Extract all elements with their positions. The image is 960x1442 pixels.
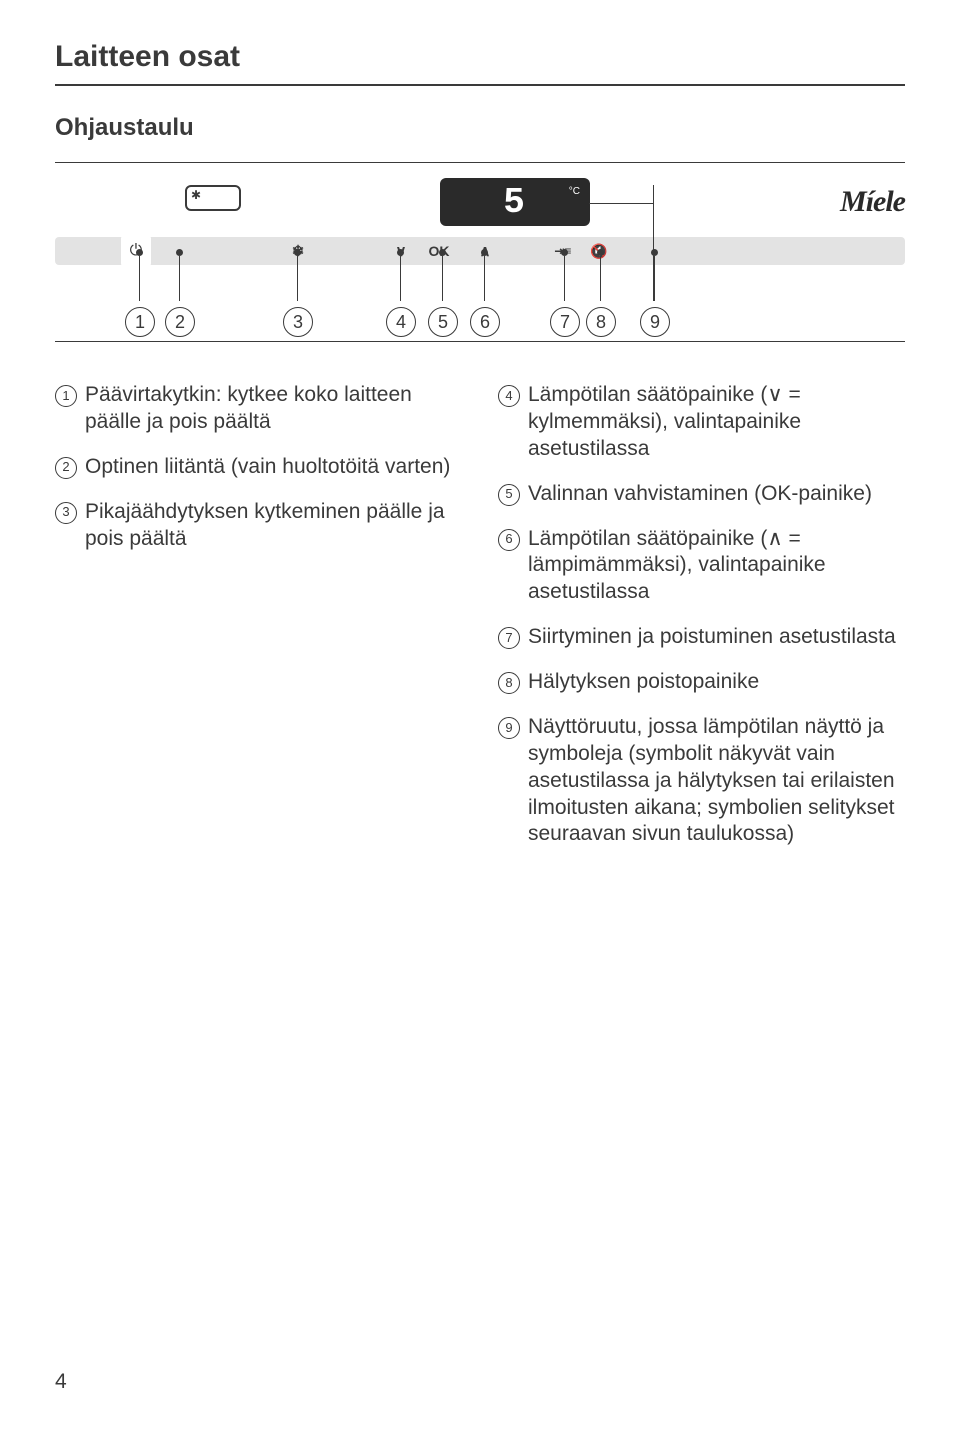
legend-item: 6 Lämpötilan säätöpainike (∧ = lämpimämmä… [498, 526, 905, 607]
callout-dot [439, 249, 446, 256]
right-column: 4 Lämpötilan säätöpainike (∨ = kylmemmäks… [498, 382, 905, 866]
legend-item: 1 Päävirtakytkin: kytkee koko laitteen pä… [55, 382, 462, 436]
callout-dot [176, 249, 183, 256]
legend-item: 7 Siirtyminen ja poistuminen asetustilast… [498, 624, 905, 651]
legend-item: 3 Pikajäähdytyksen kytkeminen päälle ja p… [55, 499, 462, 553]
callout-number: 2 [165, 307, 195, 337]
legend-item-text: Lämpötilan säätöpainike (∧ = lämpimämmäk… [528, 526, 905, 607]
callout-number: 5 [428, 307, 458, 337]
legend-item: 9 Näyttöruutu, jossa lämpötilan näyttö ja… [498, 714, 905, 848]
legend-item-number: 2 [55, 457, 77, 479]
callout-number: 6 [470, 307, 500, 337]
lead-line [589, 203, 654, 204]
legend-item-text: Näyttöruutu, jossa lämpötilan näyttö ja … [528, 714, 905, 848]
callout-dot [136, 249, 143, 256]
legend-item: 2 Optinen liitäntä (vain huoltotöitä vart… [55, 454, 462, 481]
legend-item-number: 8 [498, 672, 520, 694]
callout-dot [481, 249, 488, 256]
legend-item-number: 9 [498, 717, 520, 739]
legend-item-text: Päävirtakytkin: kytkee koko laitteen pää… [85, 382, 462, 436]
legend-item: 4 Lämpötilan säätöpainike (∨ = kylmemmäks… [498, 382, 905, 463]
legend-item: 8 Hälytyksen poistopainike [498, 669, 905, 696]
page-number: 4 [55, 1370, 67, 1394]
legend-item-text: Pikajäähdytyksen kytkeminen päälle ja po… [85, 499, 462, 553]
legend-item-text: Siirtyminen ja poistuminen asetustilasta [528, 624, 905, 651]
callout-dot [397, 249, 404, 256]
legend-item-text: Hälytyksen poistopainike [528, 669, 905, 696]
left-column: 1 Päävirtakytkin: kytkee koko laitteen pä… [55, 382, 462, 866]
legend-item-number: 1 [55, 385, 77, 407]
callout-dot [561, 249, 568, 256]
star-icon: ✱ [191, 188, 201, 202]
control-panel-diagram: ✱ 5 °C Míele ⏻ ❄ ∨ OK ∧ ⇥≡ 🔇 123456789 [55, 162, 905, 342]
legend-item: 5 Valinnan vahvistaminen (OK-painike) [498, 481, 905, 508]
callout-dot [651, 249, 658, 256]
legend-item-number: 4 [498, 385, 520, 407]
callout-number: 7 [550, 307, 580, 337]
subtitle: Ohjaustaulu [55, 114, 905, 142]
title-rule [55, 84, 905, 86]
legend-item-number: 6 [498, 529, 520, 551]
callout-dot [294, 249, 301, 256]
display-unit: °C [569, 186, 580, 197]
brand-logo: Míele [840, 185, 905, 219]
optical-port-icon: ✱ [185, 185, 241, 211]
legend-item-text: Valinnan vahvistaminen (OK-painike) [528, 481, 905, 508]
legend-item-number: 7 [498, 627, 520, 649]
display-digit: 5 [503, 182, 527, 223]
legend-item-number: 5 [498, 484, 520, 506]
callout-numbers: 123456789 [55, 279, 905, 327]
temperature-display: 5 °C [440, 178, 590, 226]
callout-number: 3 [283, 307, 313, 337]
callout-number: 8 [586, 307, 616, 337]
callout-number: 9 [640, 307, 670, 337]
callout-dot [597, 249, 604, 256]
legend-item-text: Optinen liitäntä (vain huoltotöitä varte… [85, 454, 462, 481]
page-title: Laitteen osat [55, 40, 905, 74]
legend-item-number: 3 [55, 502, 77, 524]
legend-columns: 1 Päävirtakytkin: kytkee koko laitteen pä… [55, 382, 905, 866]
callout-number: 1 [125, 307, 155, 337]
legend-item-text: Lämpötilan säätöpainike (∨ = kylmemmäksi… [528, 382, 905, 463]
callout-number: 4 [386, 307, 416, 337]
